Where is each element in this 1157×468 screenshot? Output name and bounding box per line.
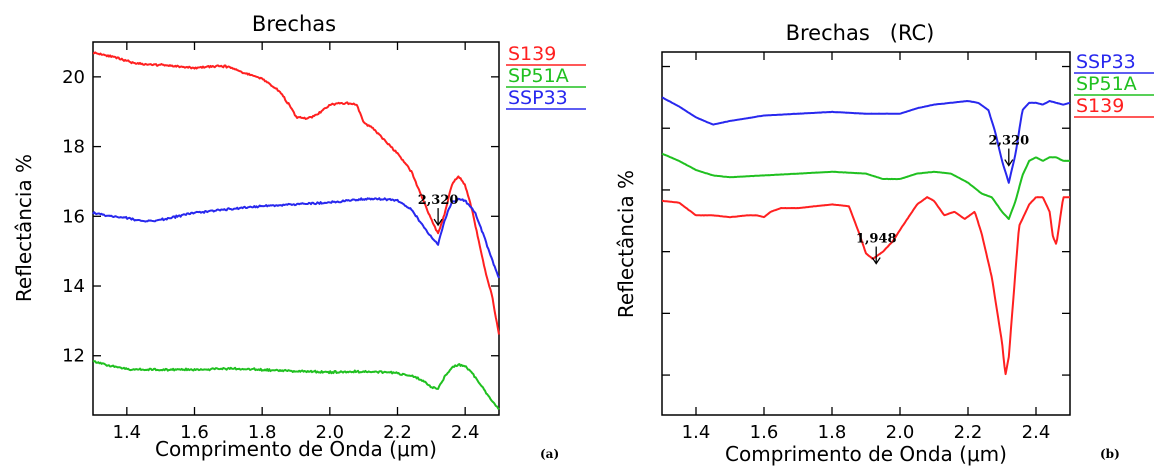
annotation-arrowhead — [871, 257, 881, 265]
x-tick-label: 2.0 — [316, 422, 345, 443]
y-tick-label: 12 — [62, 346, 85, 367]
series-line-sp51a — [92, 360, 500, 411]
legend-item-sp51a: SP51A — [508, 65, 569, 87]
y-tick-label: 20 — [62, 67, 85, 88]
annotation-arrowhead — [433, 218, 443, 227]
x-tick-label: 1.4 — [113, 422, 142, 443]
x-tick-label: 2.4 — [451, 422, 480, 443]
x-tick-label: 2.0 — [886, 422, 915, 443]
x-tick-label: 1.4 — [682, 422, 711, 443]
panel-b-title: Brechas (RC) — [786, 21, 935, 45]
panel-a-title: Brechas — [252, 12, 336, 36]
x-tick-label: 1.6 — [180, 422, 209, 443]
x-tick-label: 1.6 — [750, 422, 779, 443]
legend-item-sp51a: SP51A — [1076, 73, 1137, 95]
panel-b-ylabel: Reflectância % — [614, 170, 638, 318]
panel-a: Brechas 1.4 1.6 1.8 2.0 2.2 2.4 12 14 16 18 20 2,3… — [12, 12, 586, 461]
legend-item-s139: S139 — [1076, 95, 1124, 117]
panel-a-ylabel: Reflectância % — [12, 154, 36, 302]
x-tick-label: 1.8 — [248, 422, 277, 443]
legend-item-ssp33: SSP33 — [1076, 51, 1136, 73]
legend-item-ssp33: SSP33 — [508, 87, 568, 109]
panel-a-plot-frame — [92, 41, 500, 416]
annotation-label: 2,320 — [418, 193, 459, 208]
series-line-s139 — [662, 196, 1070, 376]
annotation-arrowhead — [1004, 159, 1014, 167]
panel-b: Brechas (RC) 1.4 1.6 1.8 2.0 2.2 2.4 2,320 1,9… — [614, 21, 1154, 466]
panel-a-xlabel: Comprimento de Onda (μm) — [155, 437, 437, 461]
x-tick-label: 2.2 — [383, 422, 412, 443]
x-tick-label: 2.4 — [1022, 422, 1051, 443]
annotation-label: 2,320 — [988, 134, 1029, 149]
panel-b-label: (b) — [1100, 447, 1120, 461]
x-tick-label: 2.2 — [954, 422, 983, 443]
panel-b-plot-frame — [661, 51, 1071, 416]
y-tick-label: 18 — [62, 137, 85, 158]
series-line-ssp33 — [661, 96, 1071, 184]
y-tick-label: 16 — [62, 206, 85, 227]
series-line-sp51a — [661, 152, 1070, 220]
annotation-label: 1,948 — [856, 232, 897, 247]
x-tick-label: 1.8 — [818, 422, 847, 443]
y-tick-label: 14 — [62, 276, 85, 297]
series-line-s139 — [93, 51, 500, 335]
panel-b-xlabel: Comprimento de Onda (μm) — [725, 442, 1007, 466]
series-line-ssp33 — [92, 197, 500, 279]
panel-a-label: (a) — [540, 447, 559, 461]
legend-item-s139: S139 — [508, 43, 556, 65]
